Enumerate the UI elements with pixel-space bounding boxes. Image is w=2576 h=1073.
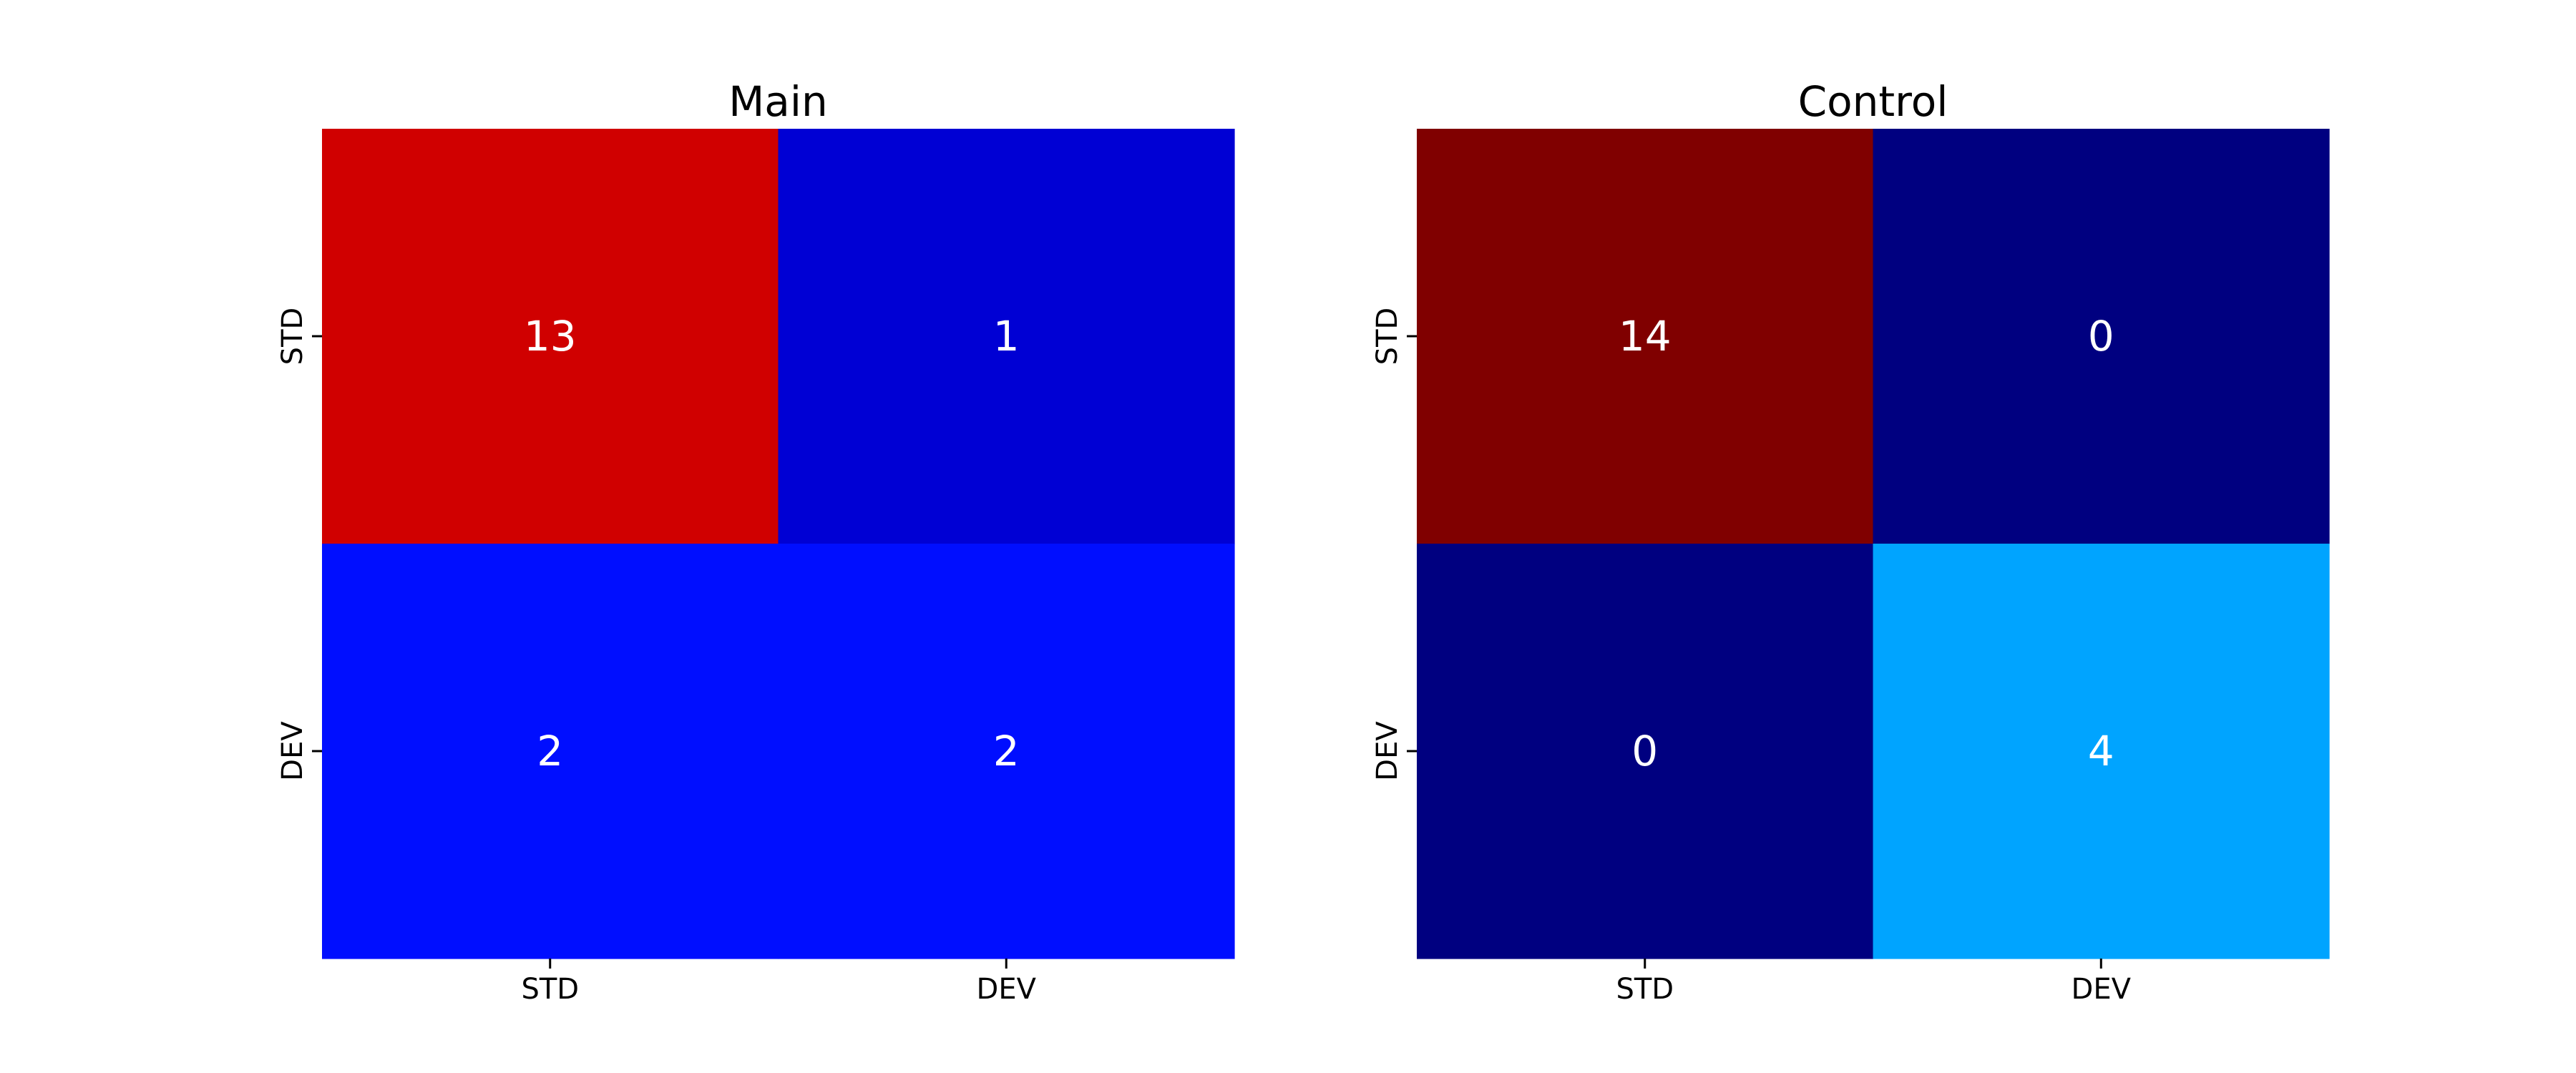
heatmap-cell-dev-dev [1873, 544, 2330, 959]
cell-value-label: 0 [1631, 727, 1658, 775]
heatmap-cell-std-dev [1873, 129, 2330, 544]
x-tick-label: DEV [977, 973, 1037, 1006]
y-tick-label: STD [1371, 308, 1404, 366]
cell-value-label: 4 [2088, 727, 2114, 775]
chart-title: Control [1798, 77, 1948, 126]
heatmap-cell-std-std [1417, 129, 1874, 544]
heatmap-cell-std-dev [778, 129, 1235, 544]
x-tick-label: STD [1616, 973, 1674, 1006]
heatmap-cell-dev-dev [778, 544, 1235, 959]
y-tick-label: STD [276, 308, 309, 366]
y-tick-label: DEV [276, 721, 309, 781]
heatmap-cell-std-std [322, 129, 779, 544]
cell-value-label: 14 [1619, 312, 1672, 361]
cell-value-label: 1 [993, 312, 1020, 361]
heatmap-panel-main: Main 13 1 2 2 STD DEV STD DEV [276, 77, 1235, 1006]
heatmap-cell-dev-std [322, 544, 779, 959]
cell-value-label: 13 [524, 312, 577, 361]
x-tick-label: STD [521, 973, 579, 1006]
heatmap-panel-control: Control 14 0 0 4 STD DEV STD DEV [1371, 77, 2330, 1006]
cell-value-label: 2 [537, 727, 563, 775]
cell-value-label: 0 [2088, 312, 2114, 361]
y-tick-label: DEV [1371, 721, 1404, 781]
heatmap-cell-dev-std [1417, 544, 1874, 959]
cell-value-label: 2 [993, 727, 1020, 775]
x-tick-label: DEV [2072, 973, 2132, 1006]
chart-title: Main [728, 77, 827, 126]
